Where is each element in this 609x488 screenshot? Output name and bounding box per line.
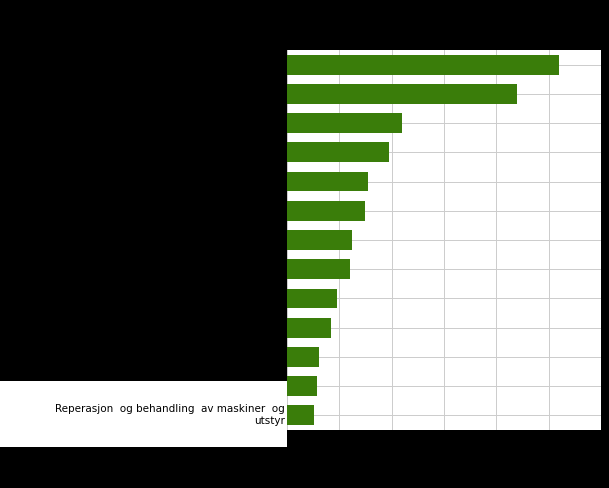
Bar <box>287 230 353 250</box>
Text: Reperasjon  og behandling  av maskiner  og
utstyr: Reperasjon og behandling av maskiner og … <box>55 405 285 426</box>
Bar <box>287 406 314 426</box>
Bar <box>287 55 559 75</box>
Bar <box>287 376 317 396</box>
Bar <box>287 172 368 191</box>
Bar <box>287 113 402 133</box>
Bar <box>287 288 337 308</box>
Bar <box>287 201 365 221</box>
Bar <box>287 259 350 279</box>
Bar <box>287 142 389 162</box>
Bar <box>287 318 331 338</box>
Bar <box>287 347 319 367</box>
Bar <box>287 84 517 104</box>
